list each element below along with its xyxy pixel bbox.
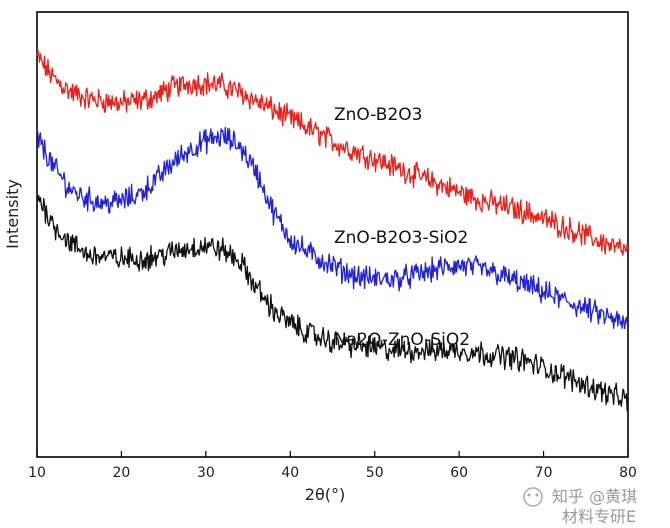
x-axis-title: 2θ(°) (305, 485, 345, 504)
x-tick-label: 70 (535, 465, 553, 481)
watermark-logo-eye-icon (535, 493, 539, 497)
watermark-logo-eye-icon (527, 493, 531, 497)
watermark-line-2: 材料专研E (562, 507, 636, 526)
series-label-zno-b2o3: ZnO-B2O3 (334, 105, 422, 125)
series-line-zno-b2o3 (36, 49, 629, 256)
watermark: 知乎 @黄琪 材料专研E (523, 487, 637, 526)
x-tick-label: 40 (281, 465, 299, 481)
series-line-na2o-zno-sio2 (36, 194, 629, 412)
watermark-line-1: 知乎 @黄琪 (552, 487, 637, 506)
x-tick-label: 80 (619, 465, 637, 481)
x-tick-label: 10 (28, 465, 46, 481)
watermark-logo-icon (523, 487, 543, 507)
x-axis-ticks: 10 20 30 40 50 60 70 80 (28, 451, 637, 481)
series-layer (36, 49, 629, 412)
x-tick-label: 30 (197, 465, 215, 481)
x-tick-label: 20 (113, 465, 131, 481)
series-line-zno-b2o3-sio2 (36, 126, 629, 330)
x-tick-label: 60 (450, 465, 468, 481)
plot-frame (36, 11, 629, 458)
series-label-na2o-zno-sio2: Na2O-ZnO-SiO2 (334, 330, 470, 350)
x-tick-label: 50 (366, 465, 384, 481)
y-axis-title: Intensity (3, 179, 22, 249)
series-label-zno-b2o3-sio2: ZnO-B2O3-SiO2 (334, 228, 468, 248)
